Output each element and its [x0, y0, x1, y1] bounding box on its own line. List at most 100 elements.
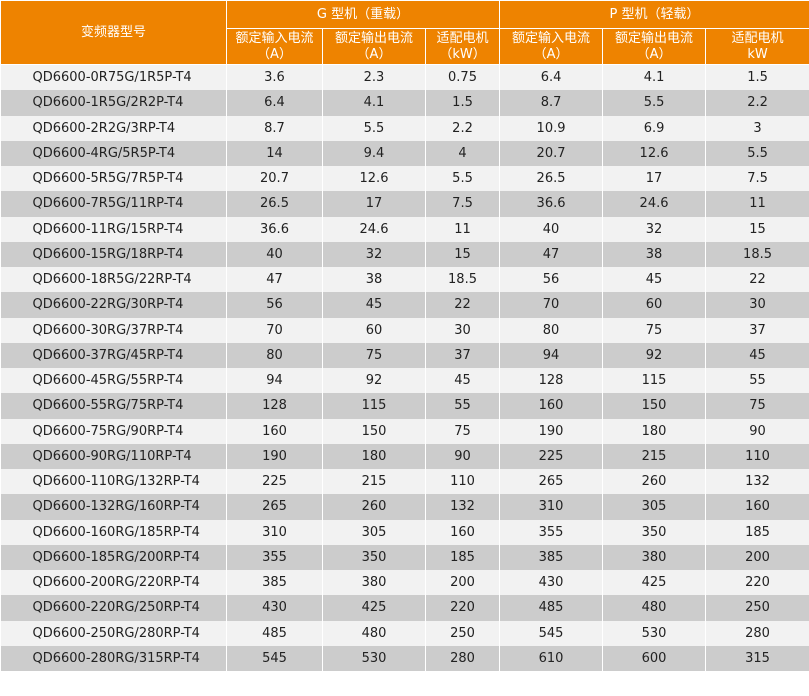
column-name: 适配电机 [436, 30, 489, 46]
value-cell: 1.5 [705, 64, 809, 91]
value-cell: 610 [499, 645, 604, 671]
table-row: QD6600-45RG/55RP-T4 94 92 45 128 115 55 [0, 368, 809, 394]
table-row: QD6600-1R5G/2R2P-T4 6.4 4.1 1.5 8.7 5.5 2.2 [0, 90, 809, 116]
table-row: QD6600-280RG/315RP-T4 545 530 280 610 600 315 [0, 645, 809, 671]
value-cell: 215 [322, 469, 426, 495]
value-cell: 265 [226, 494, 323, 520]
value-cell: 38 [322, 267, 426, 293]
value-cell: 0.75 [425, 64, 501, 91]
model-cell: QD6600-110RG/132RP-T4 [0, 469, 227, 495]
model-cell: QD6600-2R2G/3RP-T4 [0, 115, 227, 141]
value-cell: 60 [602, 292, 707, 318]
table-row: QD6600-30RG/37RP-T4 70 60 30 80 75 37 [0, 317, 809, 343]
value-cell: 60 [322, 317, 426, 343]
value-cell: 2.3 [322, 64, 426, 91]
value-cell: 160 [499, 393, 604, 419]
value-cell: 26.5 [499, 166, 604, 192]
table-row: QD6600-132RG/160RP-T4 265 260 132 310 305 160 [0, 494, 809, 520]
value-cell: 132 [425, 494, 501, 520]
column-unit: （A） [533, 46, 569, 62]
value-cell: 215 [602, 443, 707, 469]
table-row: QD6600-250RG/280RP-T4 485 480 250 545 530 280 [0, 620, 809, 646]
value-cell: 545 [499, 620, 604, 646]
table-row: QD6600-7R5G/11RP-T4 26.5 17 7.5 36.6 24.6 11 [0, 191, 809, 217]
value-cell: 5.5 [322, 115, 426, 141]
value-cell: 12.6 [602, 140, 707, 166]
value-cell: 18.5 [425, 267, 501, 293]
value-cell: 480 [602, 595, 707, 621]
value-cell: 180 [602, 418, 707, 444]
value-cell: 70 [499, 292, 604, 318]
value-cell: 1.5 [425, 90, 501, 116]
value-cell: 5.5 [425, 166, 501, 192]
value-cell: 350 [602, 519, 707, 545]
value-cell: 30 [705, 292, 809, 318]
model-cell: QD6600-45RG/55RP-T4 [0, 368, 227, 394]
model-cell: QD6600-90RG/110RP-T4 [0, 443, 227, 469]
header-p-col: 适配电机 kW [705, 28, 809, 65]
value-cell: 132 [705, 469, 809, 495]
table-row: QD6600-185RG/200RP-T4 355 350 185 385 380 200 [0, 544, 809, 570]
value-cell: 6.9 [602, 115, 707, 141]
table-row: QD6600-160RG/185RP-T4 310 305 160 355 350 185 [0, 519, 809, 545]
model-cell: QD6600-11RG/15RP-T4 [0, 216, 227, 242]
value-cell: 55 [705, 368, 809, 394]
value-cell: 40 [499, 216, 604, 242]
value-cell: 385 [499, 544, 604, 570]
header-p-col: 额定输出电流 （A） [602, 28, 707, 65]
table-row: QD6600-37RG/45RP-T4 80 75 37 94 92 45 [0, 342, 809, 368]
value-cell: 310 [499, 494, 604, 520]
value-cell: 32 [322, 241, 426, 267]
value-cell: 160 [425, 519, 501, 545]
model-cell: QD6600-7R5G/11RP-T4 [0, 191, 227, 217]
value-cell: 3.6 [226, 64, 323, 91]
value-cell: 225 [499, 443, 604, 469]
table-row: QD6600-0R75G/1R5P-T4 3.6 2.3 0.75 6.4 4.1 1.5 [0, 64, 809, 91]
value-cell: 22 [705, 267, 809, 293]
value-cell: 70 [226, 317, 323, 343]
table-row: QD6600-5R5G/7R5P-T4 20.7 12.6 5.5 26.5 17 7.5 [0, 166, 809, 192]
value-cell: 110 [705, 443, 809, 469]
value-cell: 80 [499, 317, 604, 343]
model-cell: QD6600-22RG/30RP-T4 [0, 292, 227, 318]
value-cell: 47 [499, 241, 604, 267]
value-cell: 480 [322, 620, 426, 646]
value-cell: 600 [602, 645, 707, 671]
value-cell: 185 [425, 544, 501, 570]
column-unit: （A） [356, 46, 392, 62]
value-cell: 45 [705, 342, 809, 368]
value-cell: 310 [226, 519, 323, 545]
value-cell: 75 [322, 342, 426, 368]
value-cell: 2.2 [705, 90, 809, 116]
value-cell: 115 [322, 393, 426, 419]
value-cell: 355 [499, 519, 604, 545]
header-g-col: 适配电机 （kW） [424, 28, 501, 65]
model-cell: QD6600-185RG/200RP-T4 [0, 544, 227, 570]
value-cell: 90 [705, 418, 809, 444]
value-cell: 18.5 [705, 241, 809, 267]
value-cell: 305 [602, 494, 707, 520]
value-cell: 8.7 [226, 115, 323, 141]
value-cell: 56 [499, 267, 604, 293]
value-cell: 150 [602, 393, 707, 419]
value-cell: 32 [602, 216, 707, 242]
value-cell: 355 [226, 544, 323, 570]
value-cell: 26.5 [226, 191, 323, 217]
value-cell: 385 [226, 570, 323, 596]
model-cell: QD6600-220RG/250RP-T4 [0, 595, 227, 621]
value-cell: 530 [322, 645, 426, 671]
value-cell: 3 [705, 115, 809, 141]
value-cell: 280 [425, 645, 501, 671]
value-cell: 24.6 [322, 216, 426, 242]
value-cell: 250 [425, 620, 501, 646]
value-cell: 75 [602, 317, 707, 343]
model-cell: QD6600-160RG/185RP-T4 [0, 519, 227, 545]
value-cell: 220 [425, 595, 501, 621]
value-cell: 128 [499, 368, 604, 394]
value-cell: 15 [425, 241, 501, 267]
value-cell: 6.4 [226, 90, 323, 116]
column-name: 适配电机 [731, 30, 784, 46]
value-cell: 36.6 [499, 191, 604, 217]
value-cell: 75 [425, 418, 501, 444]
header-p-col: 额定输入电流 （A） [499, 28, 604, 65]
